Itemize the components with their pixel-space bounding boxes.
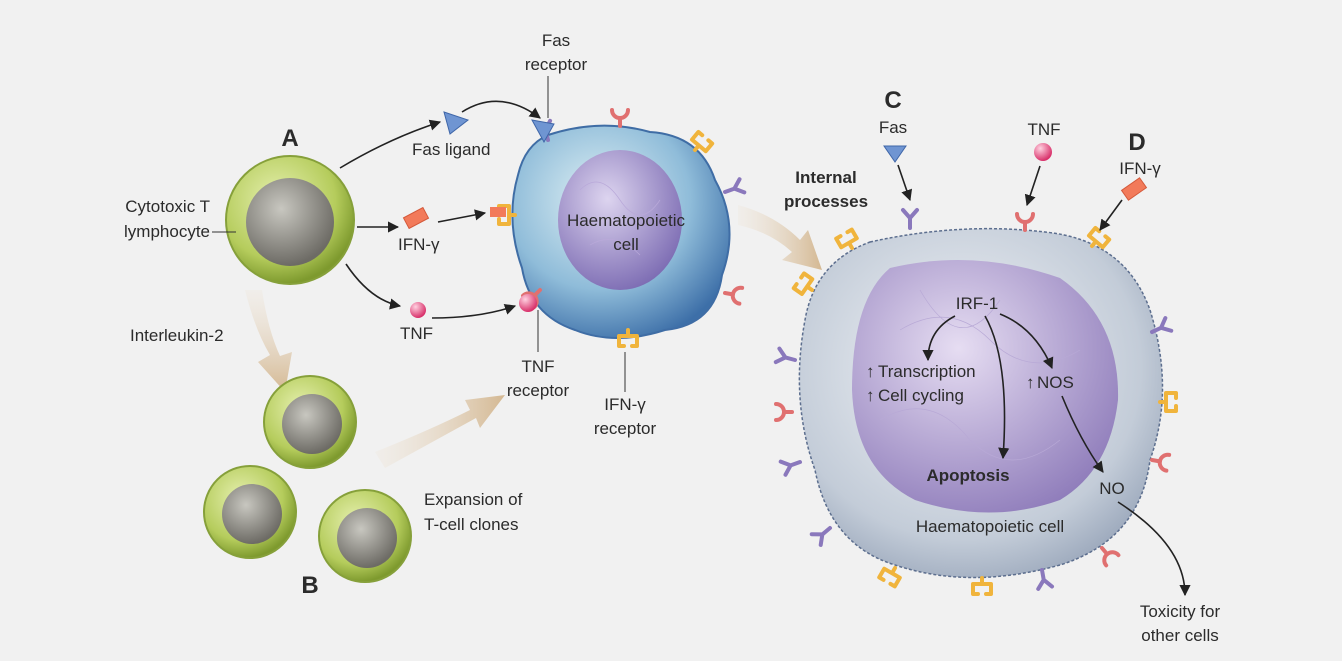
- internal-processes-label-line1: Internal: [795, 168, 856, 187]
- fas-receptor-icon: [1033, 566, 1055, 591]
- transcription-label: Transcription: [878, 362, 976, 381]
- middle-cell-label-line2: cell: [613, 235, 639, 254]
- letter-d: D: [1128, 129, 1145, 156]
- arrow-tcell-to-tnf: [345, 263, 402, 310]
- apoptosis-label: Apoptosis: [926, 466, 1009, 485]
- fas-receptor-icon: [901, 208, 919, 230]
- right-cell-label: Haematopoietic cell: [916, 517, 1064, 536]
- bound-tnf-icon: [519, 294, 537, 312]
- irf1-label: IRF-1: [956, 294, 999, 313]
- tnf-receptor-icon: [774, 402, 794, 422]
- arrow-ifn-to-receptor-right: [1099, 199, 1123, 231]
- fas-ligand-triangle: [443, 111, 470, 135]
- ifn-label-right: IFN-γ: [1119, 159, 1161, 178]
- bound-fas-ligand-icon: [531, 119, 555, 144]
- tnf-label-right: TNF: [1027, 120, 1060, 139]
- ifn-receptor-label-line1: IFN-γ: [604, 395, 646, 414]
- ctl-label-line1: Cytotoxic T: [125, 197, 210, 216]
- nos-up-arrow: ↑: [1026, 373, 1035, 392]
- ifn-gamma-rect: [402, 206, 430, 230]
- fas-receptor-icon: [809, 520, 837, 547]
- middle-cell-label-line1: Haematopoietic: [567, 211, 686, 230]
- fas-ligand-label: Fas ligand: [412, 140, 490, 159]
- arrow-irf1-to-nos: [999, 313, 1054, 370]
- ctl-label-line2: lymphocyte: [124, 222, 210, 241]
- arrow-fas-to-receptor: [897, 164, 913, 202]
- tnf-receptor-icon: [721, 283, 745, 306]
- letter-b: B: [301, 572, 318, 599]
- nos-label: NOS: [1037, 373, 1074, 392]
- internal-processes-flow-arrow: [738, 205, 822, 270]
- arrow-ifn-to-receptor: [437, 209, 487, 223]
- arrow-no-to-toxicity: [1117, 501, 1191, 597]
- tnf-ball-left: [410, 302, 426, 318]
- toxicity-label-line2: other cells: [1141, 626, 1218, 645]
- fas-receptor-icon: [773, 346, 799, 369]
- expansion-flow-arrow: [375, 395, 505, 468]
- no-label: NO: [1099, 479, 1125, 498]
- ifn-receptor-icon: [971, 576, 993, 596]
- tnf-receptor-icon: [610, 108, 630, 128]
- arrow-irf1-to-apoptosis: [984, 315, 1010, 460]
- arrow-fasligand-to-receptor: [461, 100, 541, 119]
- ifn-rect-right: [1120, 177, 1148, 201]
- letter-a: A: [281, 125, 298, 152]
- cytotoxic-t-cell: [225, 155, 355, 285]
- letter-c: C: [884, 87, 901, 114]
- tnf-ball-right: [1034, 143, 1052, 161]
- arrow-tnf-to-receptor: [431, 303, 517, 319]
- tcell-down-flow-arrow: [245, 290, 292, 392]
- arrow-tnf-to-receptor-right: [1024, 165, 1041, 207]
- haematopoietic-cell: [511, 124, 731, 339]
- tnf-receptor-icon: [1148, 450, 1172, 473]
- t-cell-clone-1: [263, 375, 357, 469]
- t-cell-clone-2: [203, 465, 297, 559]
- cell-cycling-label: Cell cycling: [878, 386, 964, 405]
- fas-triangle-right: [883, 145, 907, 163]
- internal-processes-label-line2: processes: [784, 192, 868, 211]
- arrow-nos-to-no: [1061, 395, 1104, 473]
- tnf-receptor-icon: [1015, 212, 1035, 232]
- large-haematopoietic-cell: [798, 227, 1164, 579]
- tnf-receptor-label-line1: TNF: [521, 357, 554, 376]
- interleukin-label: Interleukin-2: [130, 326, 224, 345]
- ifn-label-left: IFN-γ: [398, 235, 440, 254]
- ifn-receptor-label-line2: receptor: [594, 419, 657, 438]
- fas-receptor-label-line2: receptor: [525, 55, 588, 74]
- t-cell-clone-3: [318, 489, 412, 583]
- bound-ifn-icon: [490, 207, 506, 217]
- expansion-label-line1: Expansion of: [424, 490, 523, 509]
- fas-receptor-icon: [778, 453, 805, 477]
- transcription-up-arrow: ↑: [866, 362, 875, 381]
- expansion-label-line2: T-cell clones: [424, 515, 518, 534]
- fas-label-right: Fas: [879, 118, 907, 137]
- tnf-receptor-label-line2: receptor: [507, 381, 570, 400]
- toxicity-label-line1: Toxicity for: [1140, 602, 1221, 621]
- fas-receptor-icon: [720, 177, 747, 201]
- arrow-tcell-to-fasligand: [339, 119, 442, 169]
- tnf-label-left: TNF: [400, 324, 433, 343]
- fas-receptor-label-line1: Fas: [542, 31, 570, 50]
- cell-cycling-up-arrow: ↑: [866, 386, 875, 405]
- arrow-irf1-to-transcription: [922, 315, 956, 362]
